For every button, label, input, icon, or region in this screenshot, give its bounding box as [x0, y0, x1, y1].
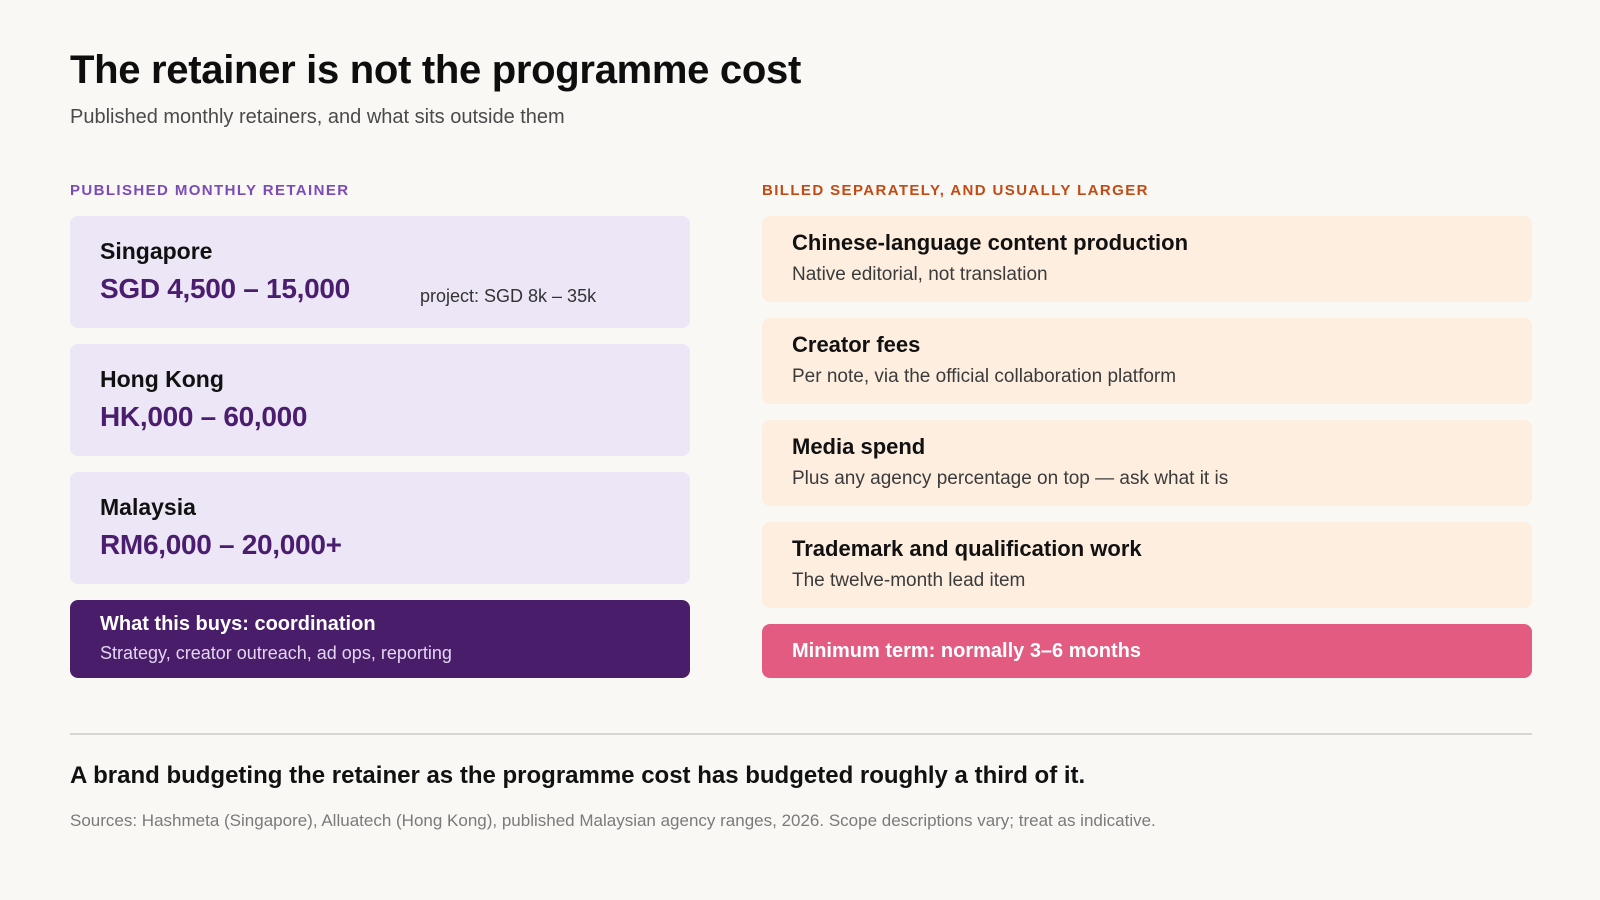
- conclusion-statement: A brand budgeting the retainer as the pr…: [70, 762, 1086, 789]
- cost-title: Creator fees: [792, 332, 921, 357]
- cost-title: Chinese-language content production: [792, 230, 1189, 255]
- retainer-card-hong-kong: Hong Kong HK,000 – 60,000: [70, 344, 690, 456]
- retainer-country: Singapore: [100, 238, 213, 264]
- page-title: The retainer is not the programme cost: [70, 48, 801, 92]
- retainer-project-note: project: SGD 8k – 35k: [420, 286, 597, 306]
- cost-card-media-spend: Media spend Plus any agency percentage o…: [762, 420, 1532, 506]
- retainer-range: SGD 4,500 – 15,000: [100, 273, 350, 304]
- retainer-range: RM6,000 – 20,000+: [100, 529, 342, 560]
- cost-title: Media spend: [792, 434, 926, 459]
- what-this-buys-title: What this buys: coordination: [100, 613, 376, 635]
- sources-note: Sources: Hashmeta (Singapore), Alluatech…: [70, 811, 1156, 830]
- divider: [70, 733, 1532, 735]
- cost-card-creator-fees: Creator fees Per note, via the official …: [762, 318, 1532, 404]
- cost-card-trademark: Trademark and qualification work The twe…: [762, 522, 1532, 608]
- minimum-term-banner: Minimum term: normally 3–6 months: [762, 624, 1532, 678]
- cost-description: Native editorial, not translation: [792, 264, 1048, 285]
- retainer-country: Malaysia: [100, 494, 196, 520]
- separate-costs-column: Chinese-language content production Nati…: [762, 216, 1532, 678]
- cost-title: Trademark and qualification work: [792, 536, 1142, 561]
- what-this-buys-card: What this buys: coordination Strategy, c…: [70, 600, 690, 678]
- retainer-section-label: PUBLISHED MONTHLY RETAINER: [70, 182, 350, 199]
- retainer-card-malaysia: Malaysia RM6,000 – 20,000+: [70, 472, 690, 584]
- retainer-country: Hong Kong: [100, 366, 224, 392]
- retainer-card-singapore: Singapore SGD 4,500 – 15,000 project: SG…: [70, 216, 690, 328]
- page-subtitle: Published monthly retainers, and what si…: [70, 106, 565, 128]
- separate-costs-section-label: BILLED SEPARATELY, AND USUALLY LARGER: [762, 182, 1149, 199]
- what-this-buys-description: Strategy, creator outreach, ad ops, repo…: [100, 643, 452, 663]
- retainer-column: Singapore SGD 4,500 – 15,000 project: SG…: [70, 216, 690, 678]
- cost-description: Plus any agency percentage on top — ask …: [792, 468, 1229, 489]
- cost-description: Per note, via the official collaboration…: [792, 366, 1177, 387]
- cost-description: The twelve-month lead item: [792, 570, 1026, 591]
- retainer-range: HK,000 – 60,000: [100, 401, 308, 432]
- cost-card-content-production: Chinese-language content production Nati…: [762, 216, 1532, 302]
